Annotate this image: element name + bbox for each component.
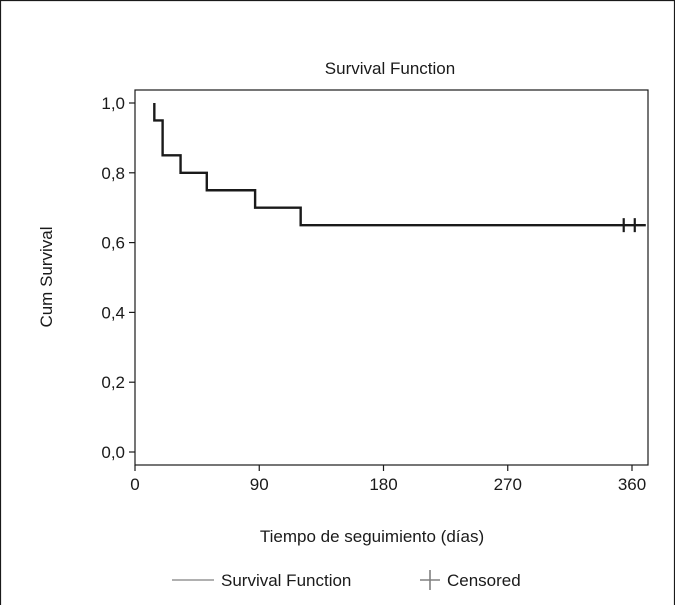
y-tick-label: 0,4 [101, 303, 125, 322]
y-axis-title: Cum Survival [37, 226, 56, 327]
x-tick-label: 270 [494, 475, 522, 494]
y-axis: 0,0 0,2 0,4 0,6 0,8 1,0 [101, 94, 135, 462]
survival-step-line [153, 103, 646, 227]
y-tick-label: 0,6 [101, 234, 125, 253]
legend: Survival Function Censored [172, 570, 521, 590]
y-tick-label: 1,0 [101, 94, 125, 113]
plot-area [134, 89, 649, 466]
legend-censored-label: Censored [447, 571, 521, 590]
x-tick-label: 90 [250, 475, 269, 494]
series-layer [153, 103, 646, 227]
x-tick-label: 360 [618, 475, 646, 494]
legend-survival-label: Survival Function [221, 571, 351, 590]
y-tick-label: 0,0 [101, 443, 125, 462]
censor-layer [622, 218, 636, 233]
y-tick-label: 0,2 [101, 373, 125, 392]
x-axis-title: Tiempo de seguimiento (días) [260, 527, 484, 546]
x-axis: 0 90 180 270 360 [130, 465, 646, 494]
x-tick-label: 0 [130, 475, 139, 494]
legend-censored-marker [420, 570, 440, 590]
chart-title: Survival Function [325, 59, 455, 78]
x-tick-label: 180 [369, 475, 397, 494]
y-tick-label: 0,8 [101, 164, 125, 183]
